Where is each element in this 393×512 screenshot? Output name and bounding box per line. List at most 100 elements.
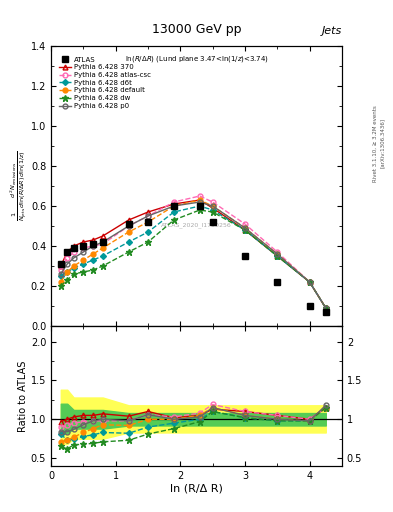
Pythia 6.428 atlas-csc	[65, 255, 70, 261]
Pythia 6.428 d6t	[81, 261, 86, 267]
Line: Pythia 6.428 atlas-csc: Pythia 6.428 atlas-csc	[58, 194, 328, 310]
Pythia 6.428 p0	[126, 223, 131, 229]
ATLAS	[275, 279, 280, 285]
Pythia 6.428 p0	[101, 239, 105, 245]
Line: Pythia 6.428 p0: Pythia 6.428 p0	[58, 200, 328, 310]
Pythia 6.428 370	[323, 305, 328, 311]
Pythia 6.428 atlas-csc	[242, 221, 247, 227]
Pythia 6.428 370	[72, 243, 76, 249]
Pythia 6.428 p0	[81, 249, 86, 255]
Pythia 6.428 370	[101, 233, 105, 239]
Pythia 6.428 atlas-csc	[81, 245, 86, 251]
ATLAS	[171, 203, 176, 209]
Pythia 6.428 d6t	[210, 207, 215, 213]
Pythia 6.428 dw	[323, 305, 328, 311]
Text: 13000 GeV pp: 13000 GeV pp	[152, 23, 241, 36]
Pythia 6.428 default	[72, 263, 76, 269]
Pythia 6.428 p0	[146, 213, 151, 219]
Line: Pythia 6.428 d6t: Pythia 6.428 d6t	[59, 204, 328, 310]
Pythia 6.428 d6t	[72, 265, 76, 271]
Pythia 6.428 370	[91, 237, 95, 243]
Pythia 6.428 d6t	[197, 203, 202, 209]
Pythia 6.428 p0	[323, 305, 328, 311]
ATLAS	[323, 309, 328, 315]
Pythia 6.428 370	[65, 249, 70, 255]
Pythia 6.428 p0	[210, 203, 215, 209]
Pythia 6.428 default	[323, 305, 328, 311]
Pythia 6.428 p0	[171, 203, 176, 209]
Pythia 6.428 370	[307, 279, 312, 285]
Pythia 6.428 d6t	[242, 227, 247, 233]
ATLAS	[126, 221, 131, 227]
Text: ATLAS_2020_I1790256: ATLAS_2020_I1790256	[161, 222, 232, 228]
Pythia 6.428 atlas-csc	[72, 249, 76, 255]
Pythia 6.428 370	[59, 263, 63, 269]
Pythia 6.428 default	[275, 251, 280, 257]
Pythia 6.428 default	[91, 251, 95, 257]
Pythia 6.428 atlas-csc	[323, 305, 328, 311]
Pythia 6.428 default	[242, 225, 247, 231]
Pythia 6.428 dw	[91, 267, 95, 273]
Pythia 6.428 dw	[307, 279, 312, 285]
Pythia 6.428 p0	[275, 251, 280, 257]
Pythia 6.428 dw	[171, 217, 176, 223]
ATLAS	[197, 203, 202, 209]
Pythia 6.428 dw	[65, 277, 70, 283]
Pythia 6.428 dw	[101, 263, 105, 269]
Pythia 6.428 atlas-csc	[171, 199, 176, 205]
Y-axis label: $\frac{1}{N_\mathrm{jets}}\frac{d^2 N_\mathrm{emissions}}{d\ln(R/\Delta R)\,d\ln: $\frac{1}{N_\mathrm{jets}}\frac{d^2 N_\m…	[9, 151, 29, 222]
Pythia 6.428 p0	[91, 243, 95, 249]
Pythia 6.428 dw	[197, 207, 202, 213]
Text: $\ln(R/\Delta R)$ (Lund plane 3.47<$\ln(1/z)$<3.74): $\ln(R/\Delta R)$ (Lund plane 3.47<$\ln(…	[125, 54, 268, 65]
Pythia 6.428 d6t	[126, 239, 131, 245]
Pythia 6.428 atlas-csc	[307, 279, 312, 285]
Pythia 6.428 default	[146, 219, 151, 225]
Pythia 6.428 dw	[126, 249, 131, 255]
Pythia 6.428 d6t	[101, 253, 105, 259]
Pythia 6.428 d6t	[323, 305, 328, 311]
Line: Pythia 6.428 dw: Pythia 6.428 dw	[58, 207, 329, 311]
Pythia 6.428 default	[197, 197, 202, 203]
Pythia 6.428 d6t	[59, 273, 63, 279]
Pythia 6.428 atlas-csc	[126, 223, 131, 229]
Pythia 6.428 370	[197, 197, 202, 203]
ATLAS	[242, 253, 247, 259]
Text: [arXiv:1306.3436]: [arXiv:1306.3436]	[380, 118, 385, 168]
Pythia 6.428 d6t	[91, 257, 95, 263]
X-axis label: ln (R/Δ R): ln (R/Δ R)	[170, 483, 223, 494]
Pythia 6.428 370	[242, 227, 247, 233]
Pythia 6.428 p0	[197, 199, 202, 205]
ATLAS	[307, 303, 312, 309]
Pythia 6.428 default	[65, 269, 70, 275]
Pythia 6.428 dw	[146, 239, 151, 245]
Pythia 6.428 dw	[242, 227, 247, 233]
Pythia 6.428 default	[307, 279, 312, 285]
Line: Pythia 6.428 default: Pythia 6.428 default	[58, 198, 328, 310]
Pythia 6.428 370	[210, 205, 215, 211]
ATLAS	[146, 219, 151, 225]
Pythia 6.428 default	[126, 229, 131, 235]
Pythia 6.428 p0	[307, 279, 312, 285]
Pythia 6.428 p0	[65, 261, 70, 267]
Pythia 6.428 370	[171, 201, 176, 207]
Pythia 6.428 default	[210, 203, 215, 209]
Pythia 6.428 370	[126, 217, 131, 223]
Pythia 6.428 atlas-csc	[197, 193, 202, 199]
Pythia 6.428 p0	[242, 225, 247, 231]
Pythia 6.428 default	[101, 245, 105, 251]
ATLAS	[81, 243, 86, 249]
ATLAS	[210, 219, 215, 225]
ATLAS	[59, 261, 63, 267]
Pythia 6.428 atlas-csc	[59, 267, 63, 273]
Y-axis label: Ratio to ATLAS: Ratio to ATLAS	[18, 360, 28, 432]
Pythia 6.428 370	[81, 239, 86, 245]
Pythia 6.428 d6t	[146, 229, 151, 235]
ATLAS	[72, 245, 76, 251]
Pythia 6.428 d6t	[307, 279, 312, 285]
Pythia 6.428 dw	[72, 271, 76, 277]
Pythia 6.428 d6t	[171, 209, 176, 215]
Pythia 6.428 p0	[59, 271, 63, 277]
Pythia 6.428 atlas-csc	[210, 199, 215, 205]
Pythia 6.428 dw	[81, 269, 86, 275]
Legend: ATLAS, Pythia 6.428 370, Pythia 6.428 atlas-csc, Pythia 6.428 d6t, Pythia 6.428 : ATLAS, Pythia 6.428 370, Pythia 6.428 at…	[57, 55, 152, 111]
